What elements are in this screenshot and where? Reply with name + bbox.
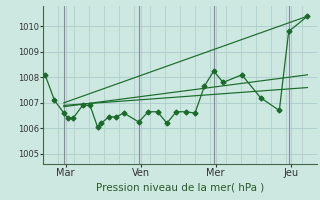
X-axis label: Pression niveau de la mer( hPa ): Pression niveau de la mer( hPa ) bbox=[96, 182, 264, 192]
